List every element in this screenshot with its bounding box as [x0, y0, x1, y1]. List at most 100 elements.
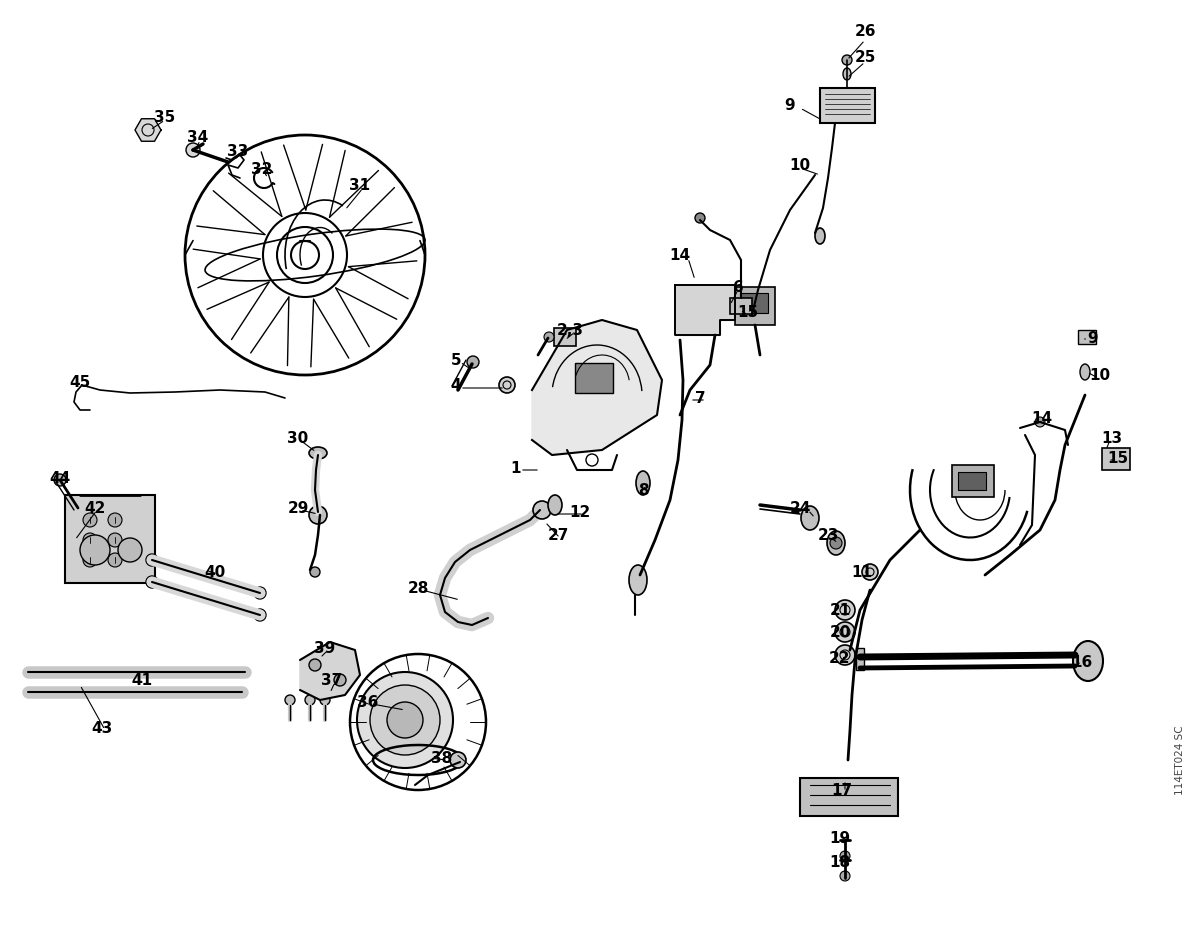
Circle shape	[54, 474, 66, 486]
Bar	[820, 88, 875, 123]
Text: 45: 45	[70, 375, 91, 390]
Ellipse shape	[802, 506, 818, 530]
Text: 23: 23	[817, 528, 839, 542]
Circle shape	[305, 695, 314, 705]
Text: 4: 4	[451, 377, 461, 393]
Bar	[730, 298, 752, 314]
Text: 33: 33	[227, 145, 248, 160]
Circle shape	[286, 695, 295, 705]
Text: 32: 32	[251, 163, 272, 178]
Circle shape	[310, 567, 320, 577]
Circle shape	[108, 553, 122, 567]
Circle shape	[499, 377, 515, 393]
Text: 9: 9	[1087, 330, 1098, 345]
Circle shape	[467, 356, 479, 368]
Bar	[800, 778, 898, 816]
Circle shape	[842, 55, 852, 65]
Circle shape	[310, 659, 322, 671]
Text: 2,3: 2,3	[557, 323, 583, 338]
Circle shape	[83, 533, 97, 547]
Text: 43: 43	[91, 721, 113, 735]
Text: 18: 18	[829, 854, 851, 869]
Circle shape	[334, 674, 346, 686]
Bar	[958, 472, 986, 490]
Text: 41: 41	[132, 673, 152, 688]
Ellipse shape	[548, 495, 562, 515]
Text: 24: 24	[790, 500, 811, 516]
Text: 27: 27	[547, 528, 569, 542]
Circle shape	[108, 513, 122, 527]
Circle shape	[840, 871, 850, 881]
Circle shape	[146, 576, 158, 588]
Ellipse shape	[815, 228, 826, 244]
Circle shape	[254, 587, 266, 599]
Circle shape	[320, 695, 330, 705]
Text: 21: 21	[829, 603, 851, 618]
Text: 11: 11	[852, 565, 872, 580]
Circle shape	[386, 702, 424, 738]
Ellipse shape	[636, 471, 650, 495]
Text: 25: 25	[854, 50, 876, 65]
Circle shape	[146, 554, 158, 566]
Circle shape	[186, 143, 200, 157]
Polygon shape	[674, 285, 734, 335]
Text: 10: 10	[1090, 367, 1110, 382]
Bar	[1102, 448, 1130, 470]
Circle shape	[310, 506, 326, 524]
Circle shape	[835, 645, 854, 665]
Text: 5: 5	[451, 353, 461, 367]
Polygon shape	[532, 320, 662, 455]
Text: 19: 19	[829, 831, 851, 846]
Ellipse shape	[1080, 364, 1090, 380]
Text: 7: 7	[695, 391, 706, 406]
Polygon shape	[300, 642, 360, 700]
Bar	[1078, 330, 1096, 344]
Bar	[575, 363, 613, 393]
Bar	[856, 648, 864, 670]
Text: 6: 6	[733, 279, 743, 294]
Ellipse shape	[842, 68, 851, 80]
Text: 14: 14	[1032, 411, 1052, 426]
Text: 30: 30	[287, 430, 308, 446]
Circle shape	[83, 513, 97, 527]
Text: 8: 8	[637, 482, 648, 498]
Text: 40: 40	[204, 565, 226, 580]
Text: 22: 22	[829, 651, 851, 665]
Text: 36: 36	[358, 694, 379, 710]
Text: 9: 9	[785, 97, 796, 113]
Circle shape	[1034, 417, 1045, 427]
Text: 15: 15	[738, 305, 758, 320]
Text: 29: 29	[287, 500, 308, 516]
Circle shape	[83, 553, 97, 567]
Circle shape	[835, 622, 854, 642]
Ellipse shape	[827, 531, 845, 555]
Circle shape	[533, 501, 551, 519]
Circle shape	[835, 600, 854, 620]
Ellipse shape	[310, 447, 326, 459]
Circle shape	[862, 564, 878, 580]
Text: 34: 34	[187, 131, 209, 146]
Circle shape	[840, 851, 850, 861]
Text: 114ET024 SC: 114ET024 SC	[1175, 726, 1186, 795]
Circle shape	[358, 672, 454, 768]
Bar	[952, 465, 994, 497]
Bar	[740, 293, 768, 313]
Text: 10: 10	[790, 157, 810, 172]
Text: 12: 12	[569, 504, 590, 519]
Circle shape	[695, 213, 706, 223]
Text: 42: 42	[84, 500, 106, 516]
Circle shape	[80, 535, 110, 565]
Bar	[65, 495, 155, 583]
Ellipse shape	[629, 565, 647, 595]
Text: 14: 14	[670, 248, 690, 262]
Polygon shape	[134, 119, 161, 141]
Circle shape	[544, 332, 554, 342]
Circle shape	[830, 537, 842, 549]
Circle shape	[118, 538, 142, 562]
Text: 1: 1	[511, 461, 521, 476]
Bar	[734, 287, 775, 325]
Bar	[554, 328, 576, 346]
Text: 37: 37	[322, 673, 343, 688]
Text: 20: 20	[829, 624, 851, 639]
Text: 15: 15	[1108, 450, 1128, 465]
